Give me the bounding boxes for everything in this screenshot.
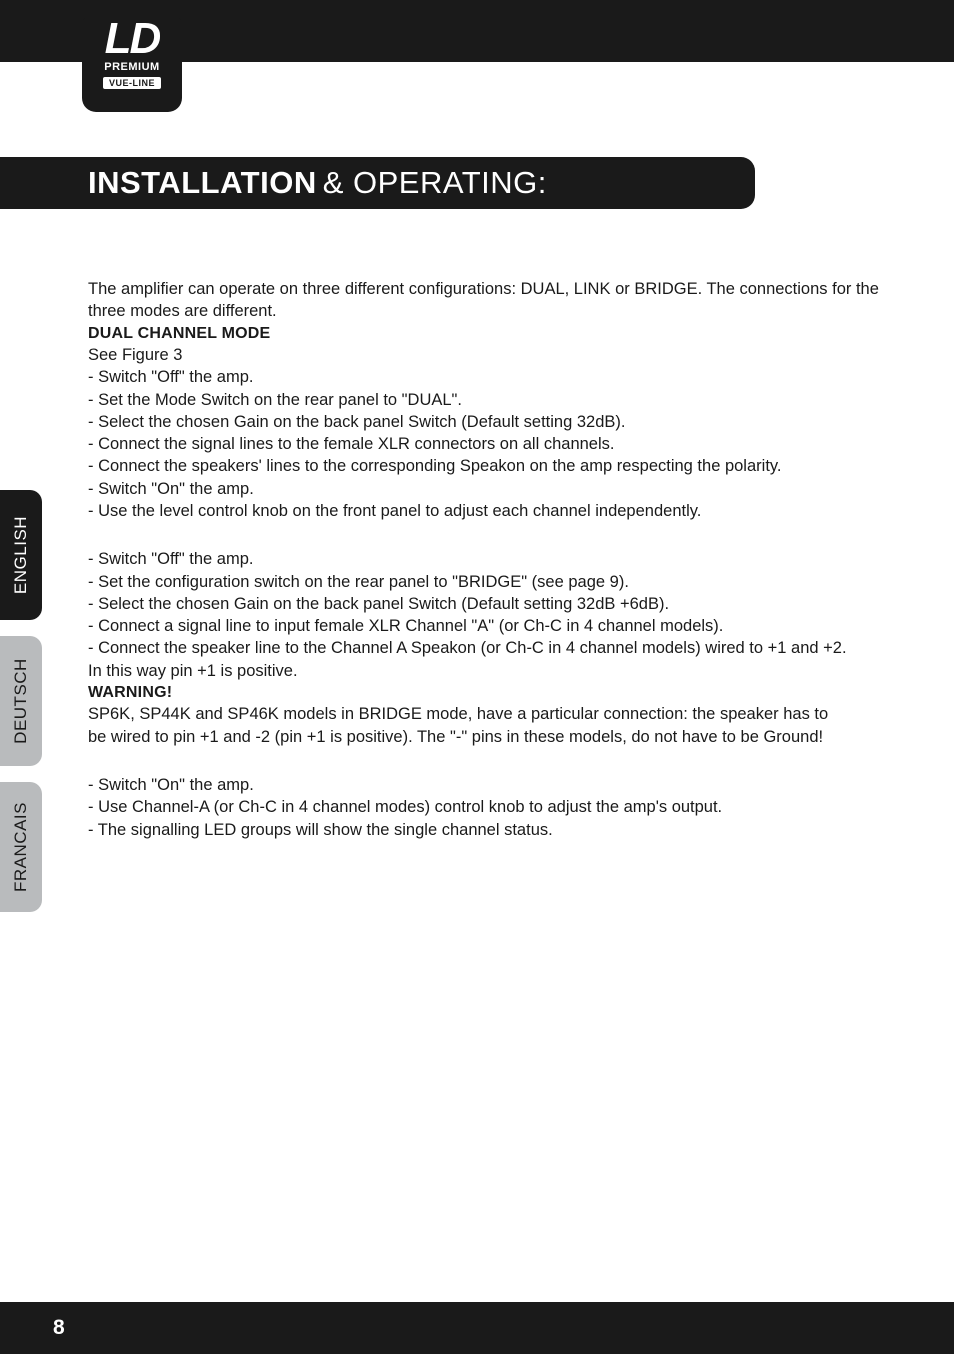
- logo-vueline-text: VUE-LINE: [102, 76, 162, 90]
- logo-premium-text: PREMIUM: [104, 61, 159, 73]
- bridge-l2: - Set the configuration switch on the re…: [88, 571, 898, 593]
- tab-francais-label: FRANCAIS: [11, 802, 31, 892]
- tab-francais[interactable]: FRANCAIS: [0, 782, 42, 912]
- tab-english-label: ENGLISH: [11, 516, 31, 594]
- bridge-block: - Switch "Off" the amp. - Set the config…: [88, 548, 898, 682]
- dual-l4: - Connect the signal lines to the female…: [88, 433, 898, 455]
- tab-english[interactable]: ENGLISH: [0, 490, 42, 620]
- dual-l5: - Connect the speakers' lines to the cor…: [88, 455, 898, 477]
- dual-l7: - Use the level control knob on the fron…: [88, 500, 898, 522]
- section-header-bold: INSTALLATION: [88, 165, 317, 201]
- bridge-l1: - Switch "Off" the amp.: [88, 548, 898, 570]
- warning-heading: WARNING!: [88, 682, 898, 704]
- bridge-l5: - Connect the speaker line to the Channe…: [88, 637, 898, 659]
- dual-heading: DUAL CHANNEL MODE: [88, 323, 898, 345]
- content-area: The amplifier can operate on three diffe…: [88, 278, 898, 841]
- page-number: 8: [53, 1316, 65, 1340]
- dual-see: See Figure 3: [88, 344, 898, 366]
- final-l2: - Use Channel-A (or Ch-C in 4 channel mo…: [88, 796, 898, 818]
- final-l1: - Switch "On" the amp.: [88, 774, 898, 796]
- brand-logo: LD PREMIUM VUE-LINE: [82, 12, 182, 112]
- intro-text: The amplifier can operate on three diffe…: [88, 278, 898, 323]
- language-tabs: ENGLISH DEUTSCH FRANCAIS: [0, 490, 42, 928]
- dual-l1: - Switch "Off" the amp.: [88, 366, 898, 388]
- tab-deutsch[interactable]: DEUTSCH: [0, 636, 42, 766]
- logo-ld-text: LD: [105, 20, 160, 57]
- footer-bar: 8: [0, 1302, 954, 1354]
- section-header-light: & OPERATING:: [323, 165, 547, 201]
- tab-deutsch-label: DEUTSCH: [11, 658, 31, 744]
- dual-l2: - Set the Mode Switch on the rear panel …: [88, 389, 898, 411]
- bridge-l6: In this way pin +1 is positive.: [88, 660, 898, 682]
- section-header: INSTALLATION & OPERATING:: [0, 157, 755, 209]
- final-l3: - The signalling LED groups will show th…: [88, 819, 898, 841]
- warning-l1: SP6K, SP44K and SP46K models in BRIDGE m…: [88, 703, 898, 725]
- bridge-l4: - Connect a signal line to input female …: [88, 615, 898, 637]
- final-block: - Switch "On" the amp. - Use Channel-A (…: [88, 774, 898, 841]
- warning-l2: be wired to pin +1 and -2 (pin +1 is pos…: [88, 726, 898, 748]
- dual-l6: - Switch "On" the amp.: [88, 478, 898, 500]
- dual-l3: - Select the chosen Gain on the back pan…: [88, 411, 898, 433]
- bridge-l3: - Select the chosen Gain on the back pan…: [88, 593, 898, 615]
